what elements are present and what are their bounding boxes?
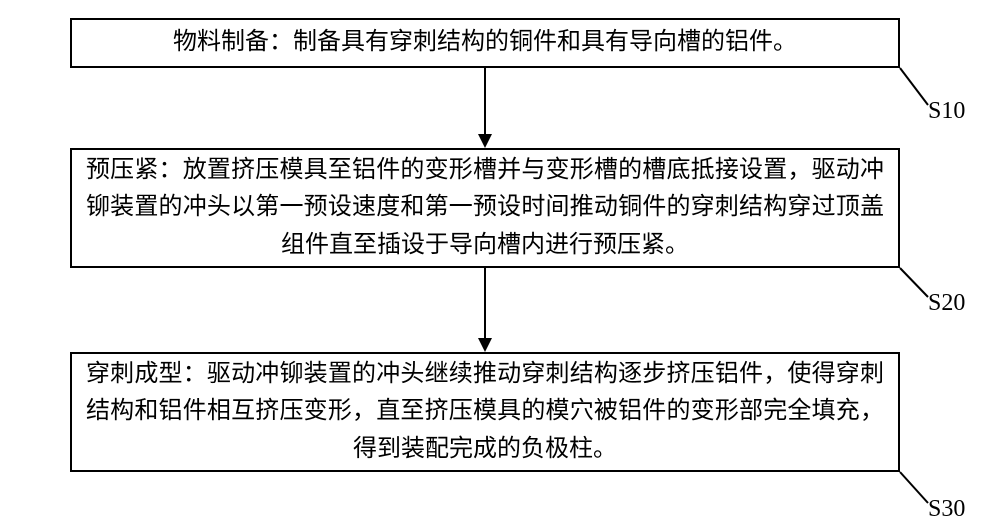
step-label-s20: S20 (928, 290, 965, 317)
callout-line-s30 (898, 470, 930, 505)
process-step-s20-text: 预压紧：放置挤压模具至铝件的变形槽并与变形槽的槽底抵接设置，驱动冲铆装置的冲头以… (86, 152, 884, 264)
process-step-s30: 穿刺成型：驱动冲铆装置的冲头继续推动穿刺结构逐步挤压铝件，使得穿刺结构和铝件相互… (70, 352, 900, 472)
step-label-s10: S10 (928, 98, 965, 125)
callout-line-s10 (898, 66, 930, 107)
flowchart-container: 物料制备：制备具有穿刺结构的铜件和具有导向槽的铝件。 S10 预压紧：放置挤压模… (0, 0, 1000, 531)
flow-arrow-s20-s30 (471, 268, 499, 352)
process-step-s30-text: 穿刺成型：驱动冲铆装置的冲头继续推动穿刺结构逐步挤压铝件，使得穿刺结构和铝件相互… (86, 356, 884, 468)
process-step-s20: 预压紧：放置挤压模具至铝件的变形槽并与变形槽的槽底抵接设置，驱动冲铆装置的冲头以… (70, 148, 900, 268)
process-step-s10: 物料制备：制备具有穿刺结构的铜件和具有导向槽的铝件。 (70, 18, 900, 68)
callout-line-s20 (898, 266, 930, 299)
step-label-s30: S30 (928, 496, 965, 523)
flow-arrow-s10-s20 (471, 68, 499, 148)
process-step-s10-text: 物料制备：制备具有穿刺结构的铜件和具有导向槽的铝件。 (173, 24, 797, 61)
